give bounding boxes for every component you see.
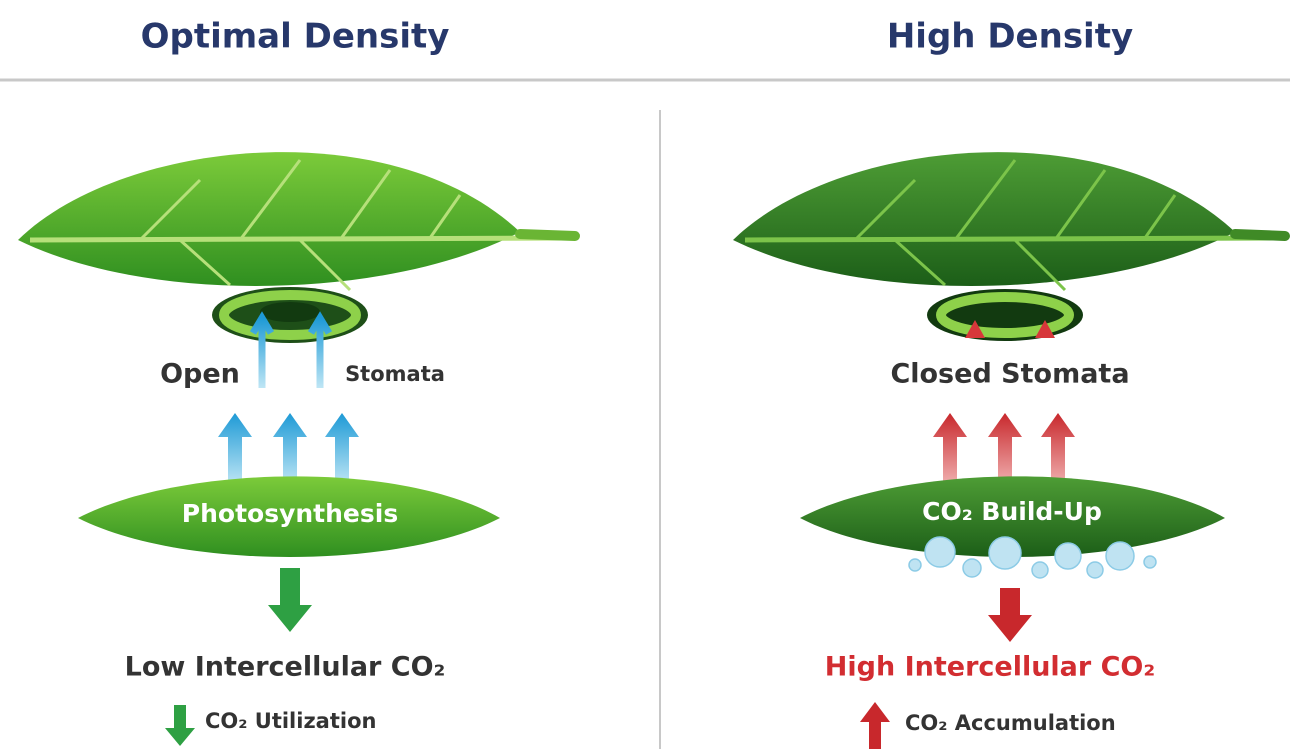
- arrow-down: [988, 588, 1032, 642]
- arrow-up-small: [860, 702, 890, 749]
- stoma-closed: [927, 289, 1083, 341]
- diagram: Optimal Density High Density Open Stomat…: [0, 0, 1290, 749]
- arrow-down-small: [165, 705, 195, 746]
- arrows-up: [218, 413, 359, 485]
- stomata-label: Open: [160, 359, 240, 390]
- stomata-label: Closed Stomata: [890, 359, 1129, 390]
- leaf: [733, 152, 1285, 290]
- result-label: Low Intercellular CO₂: [125, 652, 446, 683]
- arrow-down: [268, 568, 312, 632]
- process-label: CO₂ Build-Up: [922, 497, 1102, 526]
- stomata-label: Stomata: [345, 362, 445, 386]
- leaf: [18, 152, 575, 290]
- panel-title: High Density: [887, 17, 1133, 57]
- effect-label: CO₂ Utilization: [205, 709, 376, 733]
- arrows-up: [933, 413, 1075, 485]
- process-label: Photosynthesis: [182, 499, 398, 528]
- effect-label: CO₂ Accumulation: [905, 711, 1116, 735]
- result-label: High Intercellular CO₂: [825, 652, 1155, 683]
- panel-title: Optimal Density: [141, 17, 450, 57]
